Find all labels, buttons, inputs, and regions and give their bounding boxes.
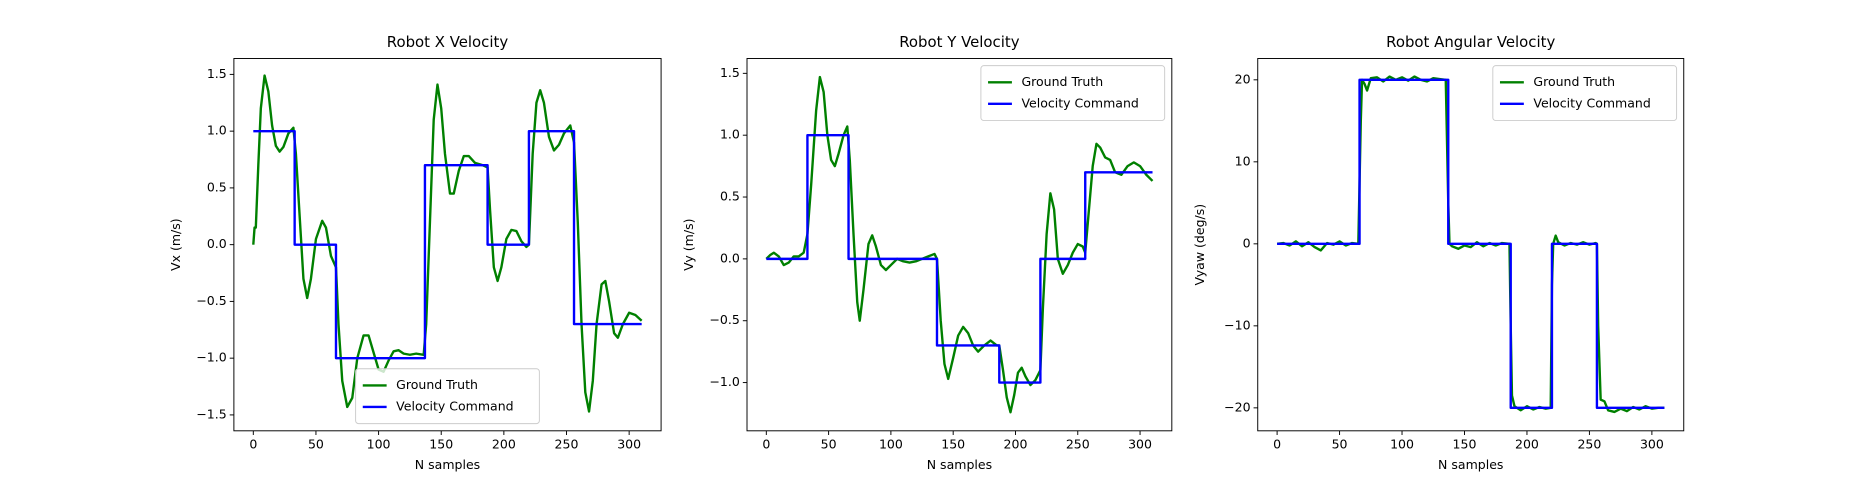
y-tick-label: 10 xyxy=(1235,153,1251,168)
y-tick-label: −1.5 xyxy=(196,406,226,421)
x-tick-label: 150 xyxy=(429,437,453,452)
legend-label: Ground Truth xyxy=(1021,74,1103,89)
series-line xyxy=(1277,78,1665,410)
y-tick-label: −0.5 xyxy=(196,293,226,308)
x-tick-label: 50 xyxy=(821,437,837,452)
x-tick-label: 250 xyxy=(555,437,579,452)
y-tick-label: 0.5 xyxy=(207,179,227,194)
axes-frame xyxy=(233,58,662,432)
x-tick-label: 0 xyxy=(1273,437,1281,452)
legend-label: Velocity Command xyxy=(1533,95,1650,110)
x-tick-label: 150 xyxy=(1453,437,1477,452)
legend-box xyxy=(980,65,1166,122)
x-tick-label: 250 xyxy=(1066,437,1090,452)
y-tick-label: −1.0 xyxy=(709,374,739,389)
y-tick-label: 1.5 xyxy=(720,65,740,80)
series-line xyxy=(765,75,1154,414)
x-tick-label: 100 xyxy=(879,437,903,452)
subplot: Robot X Velocity N samples Vx (m/s) 0 50 100 1… xyxy=(168,33,662,472)
x-tick-label: 200 xyxy=(1004,437,1028,452)
y-tick-label: −1.0 xyxy=(196,350,226,365)
x-tick-label: 200 xyxy=(1515,437,1539,452)
axes-frame xyxy=(1257,58,1685,432)
y-tick-label: 0.0 xyxy=(207,236,227,251)
x-tick-label: 150 xyxy=(941,437,965,452)
subplot-title: Robot Y Velocity xyxy=(899,33,1019,51)
subplot: Robot Y Velocity N samples Vy (m/s) 0 50 100 1… xyxy=(681,33,1173,472)
legend-box xyxy=(355,368,540,425)
x-tick-label: 50 xyxy=(1332,437,1348,452)
y-tick-label: 1.0 xyxy=(720,127,740,142)
subplot-title: Robot X Velocity xyxy=(387,33,509,51)
x-tick-label: 300 xyxy=(1128,437,1152,452)
subplot-title: Robot Angular Velocity xyxy=(1386,33,1555,51)
x-tick-label: 300 xyxy=(1640,437,1664,452)
x-tick-label: 0 xyxy=(762,437,770,452)
legend-label: Ground Truth xyxy=(396,377,478,392)
x-tick-label: 200 xyxy=(492,437,516,452)
y-tick-label: 1.5 xyxy=(207,66,227,81)
x-axis-label: N samples xyxy=(415,457,480,472)
y-axis-label: Vyaw (deg/s) xyxy=(1192,204,1207,286)
x-tick-label: 100 xyxy=(367,437,391,452)
y-tick-label: 20 xyxy=(1235,71,1251,86)
x-tick-label: 50 xyxy=(308,437,324,452)
y-tick-label: −10 xyxy=(1224,317,1250,332)
y-axis-label: Vx (m/s) xyxy=(168,218,183,271)
y-tick-label: 0.0 xyxy=(720,250,740,265)
x-tick-label: 0 xyxy=(249,437,257,452)
x-axis-label: N samples xyxy=(927,457,992,472)
y-axis-label: Vy (m/s) xyxy=(681,218,696,270)
legend-box xyxy=(1492,65,1678,122)
x-tick-label: 300 xyxy=(617,437,641,452)
x-tick-label: 250 xyxy=(1577,437,1601,452)
series-line xyxy=(253,129,642,360)
legend-label: Velocity Command xyxy=(1021,95,1138,110)
series-line xyxy=(766,133,1153,384)
subplot: Robot Angular Velocity N samples Vyaw (deg… xyxy=(1192,33,1685,472)
axes-frame xyxy=(746,58,1173,432)
legend-label: Velocity Command xyxy=(396,398,513,413)
y-tick-label: 0.5 xyxy=(720,189,740,204)
legend-label: Ground Truth xyxy=(1533,74,1615,89)
y-tick-label: 0 xyxy=(1243,235,1251,250)
x-tick-label: 100 xyxy=(1390,437,1414,452)
y-tick-label: −0.5 xyxy=(709,312,739,327)
x-axis-label: N samples xyxy=(1438,457,1503,472)
y-tick-label: −20 xyxy=(1224,399,1250,414)
y-tick-label: 1.0 xyxy=(207,123,227,138)
